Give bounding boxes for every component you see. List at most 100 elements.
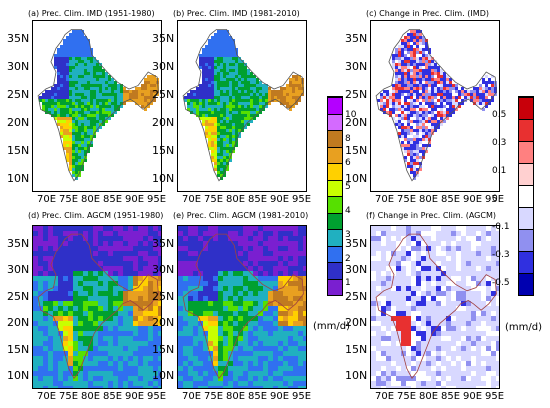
grid-cell <box>128 316 133 321</box>
grid-cell <box>105 105 108 108</box>
grid-cell <box>289 93 292 96</box>
grid-cell <box>491 286 496 291</box>
grid-cell <box>113 381 118 386</box>
grid-cell <box>496 236 499 241</box>
grid-cell <box>404 135 407 138</box>
grid-cell <box>449 108 452 111</box>
grid-cell <box>248 251 253 256</box>
grid-cell <box>228 261 233 266</box>
grid-cell <box>203 241 208 246</box>
grid-cell <box>425 141 428 144</box>
grid-cell <box>248 356 253 361</box>
grid-cell <box>410 48 413 51</box>
grid-cell <box>440 108 443 111</box>
grid-cell <box>449 102 452 105</box>
grid-cell <box>407 48 410 51</box>
grid-cell <box>250 84 253 87</box>
grid-cell <box>213 286 218 291</box>
grid-cell <box>482 105 485 108</box>
grid-cell <box>431 102 434 105</box>
grid-cell <box>143 301 148 306</box>
grid-cell <box>153 236 158 241</box>
grid-cell <box>78 138 81 141</box>
grid-cell <box>391 361 396 366</box>
grid-cell <box>280 87 283 90</box>
grid-cell <box>419 81 422 84</box>
grid-cell <box>87 93 90 96</box>
grid-cell <box>431 117 434 120</box>
grid-cell <box>268 236 273 241</box>
grid-cell <box>48 236 53 241</box>
grid-cell <box>48 331 53 336</box>
grid-cell <box>78 45 81 48</box>
grid-cell <box>229 99 232 102</box>
grid-cell <box>108 336 113 341</box>
grid-cell <box>217 57 220 60</box>
grid-cell <box>481 246 486 251</box>
grid-cell <box>53 261 58 266</box>
grid-cell <box>419 141 422 144</box>
grid-cell <box>33 326 38 331</box>
grid-cell <box>278 321 283 326</box>
grid-cell <box>118 326 123 331</box>
grid-cell <box>398 84 401 87</box>
grid-cell <box>84 126 87 129</box>
grid-cell <box>471 251 476 256</box>
grid-cell <box>220 78 223 81</box>
grid-cell <box>84 81 87 84</box>
grid-cell <box>283 93 286 96</box>
grid-cell <box>203 311 208 316</box>
grid-cell <box>416 246 421 251</box>
grid-cell <box>108 251 113 256</box>
grid-cell <box>456 246 461 251</box>
grid-cell <box>83 386 88 388</box>
grid-cell <box>436 311 441 316</box>
india-outline <box>182 233 304 380</box>
grid-cell <box>229 60 232 63</box>
grid-cell <box>247 123 250 126</box>
grid-cell <box>491 336 496 341</box>
grid-cell <box>298 326 303 331</box>
grid-cell <box>213 311 218 316</box>
grid-cell <box>259 99 262 102</box>
grid-cell <box>93 281 98 286</box>
grid-cell <box>75 126 78 129</box>
grid-cell <box>386 108 389 111</box>
grid-cell <box>51 99 54 102</box>
grid-cell <box>451 376 456 381</box>
grid-cell <box>228 326 233 331</box>
grid-cell <box>220 102 223 105</box>
grid-cell <box>81 168 84 171</box>
grid-cell <box>426 231 431 236</box>
grid-cell <box>303 371 306 376</box>
grid-cell <box>386 276 391 281</box>
grid-cell <box>241 72 244 75</box>
grid-cell <box>406 291 411 296</box>
grid-cell <box>398 123 401 126</box>
grid-cell <box>218 346 223 351</box>
grid-cell <box>42 108 45 111</box>
grid-cell <box>446 87 449 90</box>
grid-cell <box>208 356 213 361</box>
grid-cell <box>263 386 268 388</box>
grid-cell <box>43 311 48 316</box>
grid-cell <box>235 96 238 99</box>
grid-cell <box>464 96 467 99</box>
grid-cell <box>371 381 376 386</box>
grid-cell <box>199 90 202 93</box>
grid-cell <box>83 361 88 366</box>
grid-cell <box>158 256 161 261</box>
grid-cell <box>148 226 153 231</box>
grid-cell <box>278 251 283 256</box>
grid-cell <box>72 60 75 63</box>
grid-cell <box>283 87 286 90</box>
grid-cell <box>419 138 422 141</box>
grid-cell <box>428 63 431 66</box>
grid-cell <box>389 108 392 111</box>
grid-cell <box>217 129 220 132</box>
grid-cell <box>63 129 66 132</box>
grid-cell <box>461 306 466 311</box>
grid-cell <box>436 231 441 236</box>
grid-cell <box>113 376 118 381</box>
grid-cell <box>485 81 488 84</box>
